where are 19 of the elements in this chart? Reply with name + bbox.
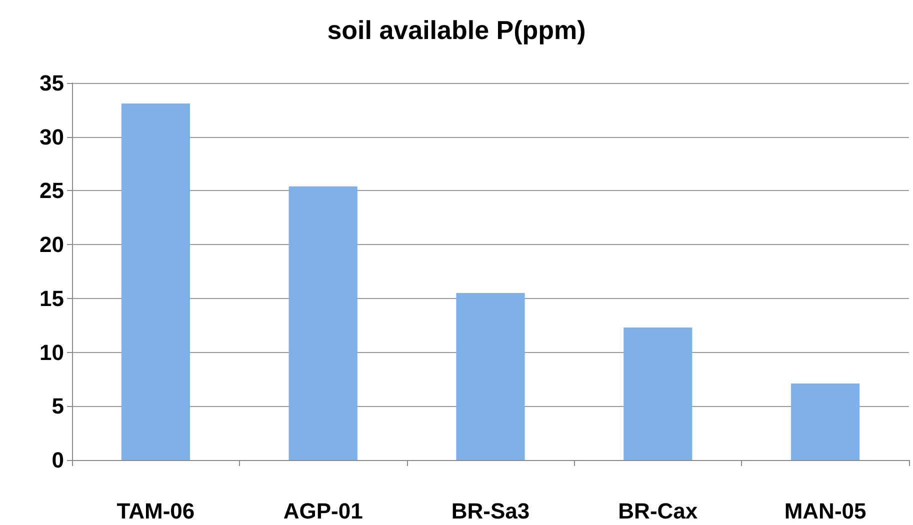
bar: [790, 384, 860, 460]
x-tick-label: AGP-01: [283, 498, 363, 524]
y-tick-label: 20: [40, 232, 64, 258]
y-tick-label: 25: [40, 178, 64, 204]
y-tick-label: 0: [52, 448, 64, 472]
bar: [624, 328, 692, 460]
y-tick-label: 10: [40, 340, 64, 365]
bar: [121, 103, 190, 460]
y-tick-label: 5: [52, 394, 64, 419]
x-tick-label: MAN-05: [784, 498, 866, 524]
chart-title: soil available P(ppm): [327, 15, 586, 45]
x-tick-label: BR-Cax: [618, 498, 698, 524]
y-tick-label: 15: [40, 286, 64, 311]
y-tick-label: 30: [40, 124, 64, 150]
x-tick-label: BR-Sa3: [451, 498, 530, 524]
bar: [456, 293, 525, 460]
x-tick-label: TAM-06: [116, 498, 195, 524]
bar: [288, 186, 358, 460]
y-tick-label: 35: [40, 70, 64, 96]
